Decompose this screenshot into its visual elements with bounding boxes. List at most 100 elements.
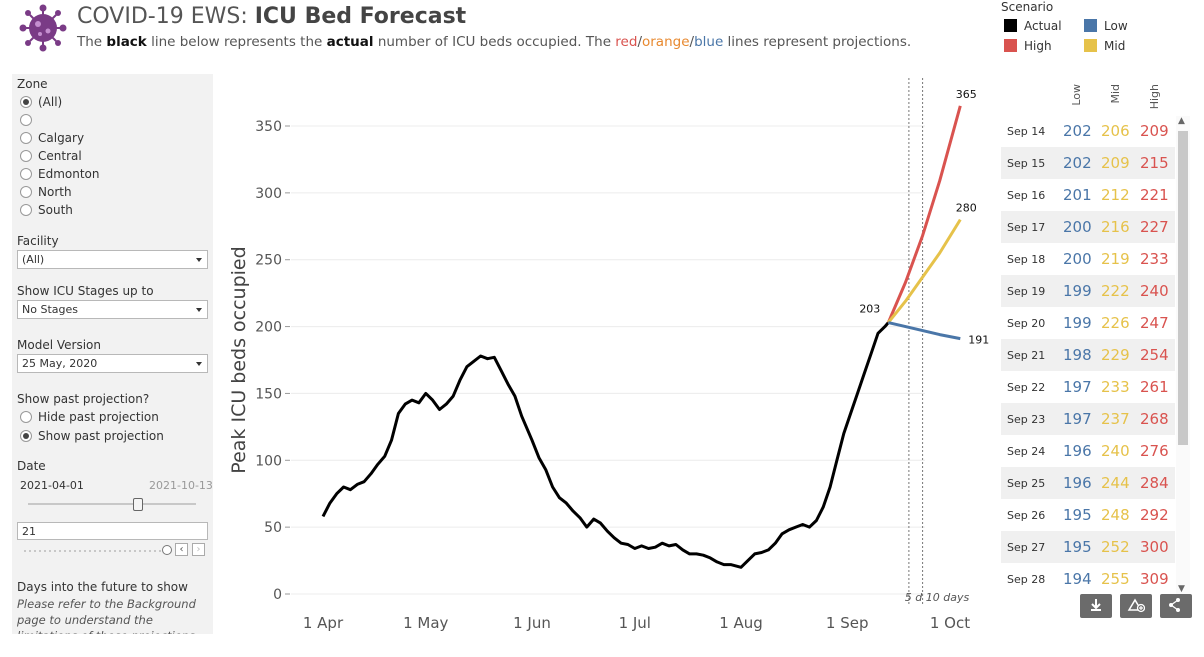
table-scrollbar[interactable]: ▲ ▼: [1176, 116, 1190, 596]
facility-label: Facility: [17, 234, 59, 248]
date-slider-thumb[interactable]: [133, 498, 143, 511]
scroll-down-icon[interactable]: ▼: [1178, 584, 1185, 594]
days-slider-track[interactable]: [24, 550, 174, 552]
point-label: 365: [956, 88, 977, 101]
date-start: 2021-04-01: [20, 479, 84, 492]
projection-window-annotation: 5 d 10 days: [905, 591, 970, 604]
days-slider-thumb[interactable]: [162, 545, 172, 555]
table-row[interactable]: Sep 17 200 216 227: [1001, 211, 1175, 243]
table-row[interactable]: Sep 22 197 233 261: [1001, 371, 1175, 403]
table-row[interactable]: Sep 20 199 226 247: [1001, 307, 1175, 339]
mid-value: 244: [1101, 474, 1130, 492]
table-row[interactable]: Sep 25 196 244 284: [1001, 467, 1175, 499]
stages-dropdown[interactable]: No Stages: [17, 300, 208, 319]
days-input[interactable]: 21: [17, 522, 208, 540]
mid-value: 216: [1101, 218, 1130, 236]
download-button[interactable]: [1080, 594, 1112, 618]
legend-item-high[interactable]: High: [1004, 39, 1052, 53]
legend-item-low[interactable]: Low: [1084, 19, 1128, 33]
table-row[interactable]: Sep 26 195 248 292: [1001, 499, 1175, 531]
high-value: 309: [1140, 570, 1169, 588]
y-tick-label: 300: [255, 186, 282, 202]
low-value: 199: [1063, 314, 1092, 332]
table-row[interactable]: Sep 28 194 255 309: [1001, 563, 1175, 595]
zone-option-blank[interactable]: [20, 113, 38, 127]
zone-label: Zone: [17, 77, 48, 91]
high-value: 209: [1140, 122, 1169, 140]
y-axis-label: Peak ICU beds occupied: [228, 246, 250, 473]
download-icon: [1091, 599, 1101, 611]
mid-value: 212: [1101, 186, 1130, 204]
point-label: 203: [859, 303, 880, 316]
share-button[interactable]: [1160, 594, 1192, 618]
facility-dropdown[interactable]: (All): [17, 250, 208, 269]
low-value: 196: [1063, 442, 1092, 460]
high-value: 240: [1140, 282, 1169, 300]
show-past-projection-radio[interactable]: Show past projection: [20, 429, 164, 443]
page-subtitle: The black line below represents the actu…: [77, 34, 912, 50]
step-forward-button[interactable]: ›: [192, 543, 205, 556]
table-row[interactable]: Sep 24 196 240 276: [1001, 435, 1175, 467]
add-alert-icon: [1127, 598, 1146, 613]
zone-option-calgary[interactable]: Calgary: [20, 131, 84, 145]
low-value: 202: [1063, 154, 1092, 172]
high-value: 247: [1140, 314, 1169, 332]
zone-option-south[interactable]: South: [20, 203, 73, 217]
zone-option-edmonton[interactable]: Edmonton: [20, 167, 100, 181]
column-header-mid: Mid: [1109, 84, 1122, 104]
table-row[interactable]: Sep 15 202 209 215: [1001, 147, 1175, 179]
low-value: 200: [1063, 218, 1092, 236]
model-version-dropdown[interactable]: 25 May, 2020: [17, 354, 208, 373]
table-row[interactable]: Sep 14 202 206 209: [1001, 115, 1175, 147]
add-alert-button[interactable]: [1120, 594, 1152, 618]
stages-label: Show ICU Stages up to: [17, 284, 154, 298]
projection-table: Low Mid High Sep 14 202 206 209 Sep 15 202 209…: [1001, 84, 1189, 599]
table-row[interactable]: Sep 23 197 237 268: [1001, 403, 1175, 435]
low-value: 201: [1063, 186, 1092, 204]
row-date: Sep 18: [1007, 253, 1046, 266]
date-end: 2021-10-13: [149, 479, 213, 492]
hide-past-projection-radio[interactable]: Hide past projection: [20, 410, 159, 424]
table-row[interactable]: Sep 27 195 252 300: [1001, 531, 1175, 563]
legend-item-actual[interactable]: Actual: [1004, 19, 1062, 33]
mid-value: 255: [1101, 570, 1130, 588]
zone-option-central[interactable]: Central: [20, 149, 82, 163]
high-value: 268: [1140, 410, 1169, 428]
y-tick-label: 0: [273, 587, 282, 603]
table-row[interactable]: Sep 18 200 219 233: [1001, 243, 1175, 275]
scrollbar-thumb[interactable]: [1178, 131, 1188, 445]
x-tick-label: 1 Apr: [303, 614, 344, 632]
table-row[interactable]: Sep 21 198 229 254: [1001, 339, 1175, 371]
table-row[interactable]: Sep 19 199 222 240: [1001, 275, 1175, 307]
high-value: 215: [1140, 154, 1169, 172]
x-tick-label: 1 Jul: [619, 614, 651, 632]
row-date: Sep 25: [1007, 477, 1046, 490]
legend-item-mid[interactable]: Mid: [1084, 39, 1125, 53]
zone-option-north[interactable]: North: [20, 185, 72, 199]
y-tick-label: 150: [255, 386, 282, 402]
mid-value: 226: [1101, 314, 1130, 332]
filter-panel: Zone (All) Calgary Central Edmonton Nort…: [12, 74, 213, 634]
zone-option-all[interactable]: (All): [20, 95, 62, 109]
chevron-down-icon: [196, 362, 202, 366]
date-label: Date: [17, 459, 46, 473]
high-value: 221: [1140, 186, 1169, 204]
virus-logo-icon: [19, 4, 67, 52]
row-date: Sep 28: [1007, 573, 1046, 586]
column-header-high: High: [1148, 84, 1161, 110]
x-tick-label: 1 May: [403, 614, 448, 632]
step-back-button[interactable]: ‹: [175, 543, 188, 556]
point-label: 280: [956, 202, 977, 215]
high-value: 284: [1140, 474, 1169, 492]
table-row[interactable]: Sep 16 201 212 221: [1001, 179, 1175, 211]
series-line-low: [887, 321, 961, 341]
date-slider-track[interactable]: [28, 503, 196, 505]
mid-value: 233: [1101, 378, 1130, 396]
row-date: Sep 15: [1007, 157, 1046, 170]
y-tick-label: 350: [255, 119, 282, 135]
low-value: 196: [1063, 474, 1092, 492]
past-projection-label: Show past projection?: [17, 392, 150, 406]
row-date: Sep 26: [1007, 509, 1046, 522]
series-line-mid: [887, 218, 962, 324]
scroll-up-icon[interactable]: ▲: [1178, 116, 1185, 126]
